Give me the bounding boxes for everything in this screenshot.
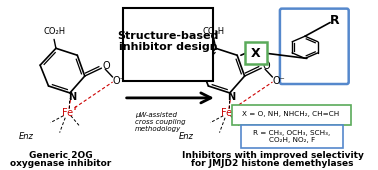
Text: O⁻: O⁻ [273, 76, 285, 86]
FancyBboxPatch shape [241, 125, 343, 148]
Text: N: N [228, 92, 235, 102]
Text: for JMJD2 histone demethylases: for JMJD2 histone demethylases [191, 159, 354, 168]
Text: Inhibitors with improved selectivity: Inhibitors with improved selectivity [181, 151, 363, 160]
Text: II: II [74, 106, 77, 111]
Text: X: X [251, 47, 260, 60]
Text: Generic 2OG: Generic 2OG [29, 151, 92, 160]
Text: O: O [102, 61, 110, 71]
Text: O: O [262, 61, 270, 71]
Text: Enz: Enz [19, 132, 34, 141]
Text: Structure-based
inhibitor design: Structure-based inhibitor design [117, 31, 218, 52]
Text: oxygenase inhibitor: oxygenase inhibitor [10, 159, 111, 168]
FancyBboxPatch shape [123, 8, 213, 81]
Text: CO₂H: CO₂H [43, 27, 65, 36]
Text: N: N [68, 92, 76, 102]
Text: Fe: Fe [222, 108, 232, 118]
Text: O⁻: O⁻ [113, 76, 125, 86]
FancyBboxPatch shape [245, 42, 267, 64]
Text: μW-assisted
cross coupling
methodology: μW-assisted cross coupling methodology [135, 112, 186, 132]
FancyBboxPatch shape [232, 105, 350, 125]
Text: Enz: Enz [179, 132, 194, 141]
Text: CO₂H: CO₂H [203, 27, 225, 36]
FancyBboxPatch shape [280, 9, 349, 84]
Text: R: R [330, 14, 339, 27]
Text: II: II [234, 106, 237, 111]
Text: X = O, NH, NHCH₂, CH=CH: X = O, NH, NHCH₂, CH=CH [242, 111, 340, 117]
Text: R = CH₃, OCH₃, SCH₃,
CO₂H, NO₂, F: R = CH₃, OCH₃, SCH₃, CO₂H, NO₂, F [253, 130, 331, 143]
Text: Fe: Fe [62, 108, 73, 118]
